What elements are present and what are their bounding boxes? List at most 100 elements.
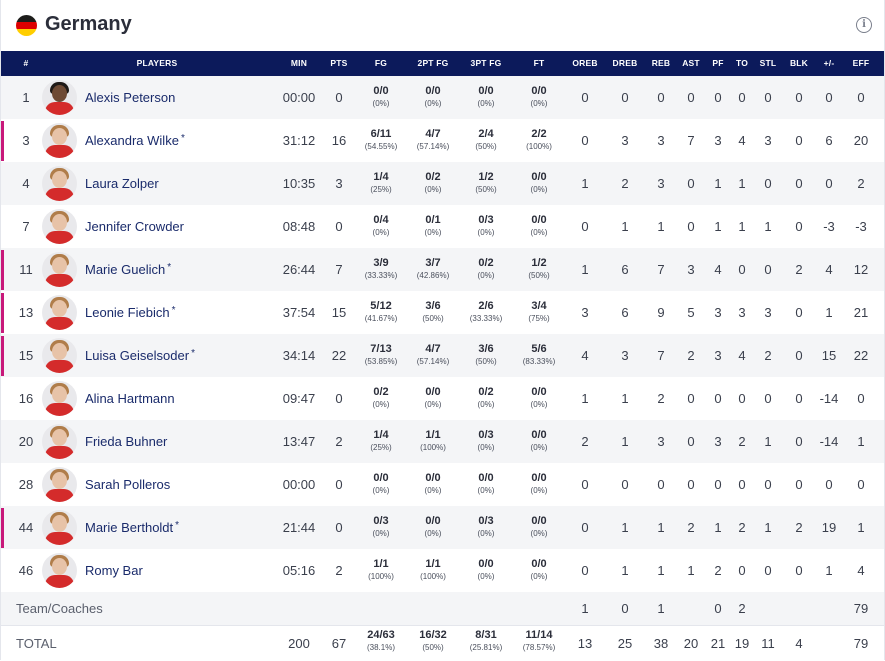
info-icon[interactable]: i: [856, 17, 872, 33]
stat-stl: 1: [764, 434, 772, 449]
stat-ft-percentage: (75%): [528, 314, 550, 323]
player-avatar[interactable]: [42, 166, 77, 201]
player-name-link[interactable]: Jennifer Crowder: [85, 205, 184, 248]
stat-fg2-made-attempted: 0/0: [425, 386, 441, 398]
total-pf: 21: [710, 636, 726, 651]
total-ast: 20: [683, 636, 699, 651]
stat-fg2-percentage: (0%): [424, 486, 442, 495]
stat-blk: 0: [795, 348, 803, 363]
column-header-stl: STL: [759, 58, 777, 68]
player-row[interactable]: 7 Jennifer Crowder 08:48 0 0/4 (0%) 0/1 (0%) 0/3…: [1, 205, 884, 248]
player-name-link[interactable]: Leonie Fiebich *: [85, 291, 175, 334]
stat-to: 4: [738, 133, 746, 148]
stat-fg2: 0/0 (0%): [411, 472, 455, 496]
team-coaches-row: Team/Coaches 1 0 1 0 2 79: [1, 592, 884, 625]
stat-fg3-percentage: (0%): [477, 443, 495, 452]
player-name-link[interactable]: Alexis Peterson: [85, 76, 175, 119]
stat-fg3-percentage: (33.33%): [469, 314, 503, 323]
player-name-link[interactable]: Laura Zolper: [85, 162, 159, 205]
stat-fg2: 0/0 (0%): [411, 386, 455, 410]
stat-stl: 3: [764, 133, 772, 148]
column-header-ast: AST: [682, 58, 700, 68]
player-row[interactable]: 4 Laura Zolper 10:35 3 1/4 (25%) 0/2 (0%) 1/2 (50…: [1, 162, 884, 205]
stat-pm: -3: [823, 219, 835, 234]
stat-eff: 22: [853, 348, 869, 363]
stat-fg3-percentage: (50%): [475, 142, 497, 151]
stat-blk: 0: [795, 176, 803, 191]
player-name-link[interactable]: Luisa Geiselsoder *: [85, 334, 195, 377]
player-avatar[interactable]: [42, 467, 77, 502]
stat-fg2-percentage: (0%): [424, 185, 442, 194]
player-name-link[interactable]: Romy Bar: [85, 549, 143, 592]
stat-pf: 0: [714, 90, 722, 105]
player-avatar[interactable]: [42, 80, 77, 115]
total-ft-made-attempted: 11/14: [525, 629, 553, 641]
player-row[interactable]: 16 Alina Hartmann 09:47 0 0/2 (0%) 0/0 (0%) 0/2 (…: [1, 377, 884, 420]
stat-pf: 0: [714, 391, 722, 406]
player-row[interactable]: 44 Marie Bertholdt * 21:44 0 0/3 (0%) 0/0 (0%) 0/…: [1, 506, 884, 549]
stat-fg2-percentage: (100%): [420, 443, 446, 452]
team-coaches-pm: [814, 592, 844, 625]
stat-ft-percentage: (50%): [528, 271, 550, 280]
stat-ft-made-attempted: 3/4: [531, 300, 547, 312]
stat-num: 46: [18, 563, 34, 578]
player-avatar[interactable]: [42, 338, 77, 373]
stat-fg-made-attempted: 0/0: [373, 85, 389, 97]
player-row[interactable]: 28 Sarah Polleros 00:00 0 0/0 (0%) 0/0 (0%) 0/0 (…: [1, 463, 884, 506]
player-avatar[interactable]: [42, 252, 77, 287]
player-name-link[interactable]: Frieda Buhner: [85, 420, 167, 463]
player-row[interactable]: 13 Leonie Fiebich * 37:54 15 5/12 (41.67%) 3/6(…: [1, 291, 884, 334]
stat-fg3: 0/0 (0%): [464, 85, 508, 109]
stat-fg2-made-attempted: 3/7: [425, 257, 441, 269]
column-header-min: MIN: [290, 58, 308, 68]
stat-oreb: 1: [581, 176, 589, 191]
player-rows: 1 Alexis Peterson 00:00 0 0/0 (0%) 0/0 (0%) 0/0 (…: [1, 76, 884, 661]
stat-to: 4: [738, 348, 746, 363]
column-header-oreb: OREB: [572, 58, 598, 68]
total-ft-percentage: (78.57%): [522, 643, 556, 652]
total-oreb: 13: [577, 636, 593, 651]
stat-fg2: 0/0 (0%): [411, 85, 455, 109]
stat-blk: 0: [795, 133, 803, 148]
player-row[interactable]: 15 Luisa Geiselsoder * 34:14 22 7/13 (53.85%) 4…: [1, 334, 884, 377]
player-avatar[interactable]: [42, 123, 77, 158]
stat-eff: 4: [857, 563, 865, 578]
player-row[interactable]: 11 Marie Guelich * 26:44 7 3/9 (33.33%) 3/7 (42.…: [1, 248, 884, 291]
player-avatar[interactable]: [42, 553, 77, 588]
player-name-link[interactable]: Alina Hartmann: [85, 377, 175, 420]
player-name-link[interactable]: Sarah Polleros: [85, 463, 170, 506]
stat-pf: 3: [714, 305, 722, 320]
stat-stl: 0: [764, 563, 772, 578]
player-row[interactable]: 46 Romy Bar 05:16 2 1/1 (100%) 1/1 (100%) 0/0 (0%…: [1, 549, 884, 592]
stat-fg-made-attempted: 1/4: [373, 429, 389, 441]
player-avatar[interactable]: [42, 209, 77, 244]
player-avatar[interactable]: [42, 424, 77, 459]
stat-ft: 0/0 (0%): [516, 386, 562, 410]
stat-fg3-made-attempted: 0/3: [478, 214, 494, 226]
stat-fg-made-attempted: 7/13: [370, 343, 392, 355]
player-row[interactable]: 3 Alexandra Wilke * 31:12 16 6/11 (54.55%) 4/7 (…: [1, 119, 884, 162]
stat-fg3-percentage: (0%): [477, 271, 495, 280]
stat-fg3-made-attempted: 0/3: [478, 429, 494, 441]
player-row[interactable]: 1 Alexis Peterson 00:00 0 0/0 (0%) 0/0 (0%) 0/0 (…: [1, 76, 884, 119]
stat-fg3: 0/3 (0%): [464, 429, 508, 453]
player-name-link[interactable]: Marie Guelich *: [85, 248, 171, 291]
stat-pts: 0: [335, 391, 343, 406]
stat-ft-made-attempted: 0/0: [531, 214, 547, 226]
stat-fg3: 1/2 (50%): [464, 171, 508, 195]
stat-pf: 1: [714, 219, 722, 234]
player-name-link[interactable]: Alexandra Wilke *: [85, 119, 185, 162]
player-row[interactable]: 20 Frieda Buhner 13:47 2 1/4 (25%) 1/1 (100%) 0/…: [1, 420, 884, 463]
stat-reb: 2: [657, 391, 665, 406]
stat-pts: 2: [335, 434, 343, 449]
player-avatar[interactable]: [42, 295, 77, 330]
stat-fg3: 2/4 (50%): [464, 128, 508, 152]
player-avatar[interactable]: [42, 510, 77, 545]
stat-pm: 1: [825, 305, 833, 320]
player-avatar[interactable]: [42, 381, 77, 416]
stat-eff: 1: [857, 520, 865, 535]
stat-oreb: 0: [581, 520, 589, 535]
stat-reb: 3: [657, 133, 665, 148]
player-name-link[interactable]: Marie Bertholdt *: [85, 506, 179, 549]
column-header-pf: PF: [712, 58, 724, 68]
